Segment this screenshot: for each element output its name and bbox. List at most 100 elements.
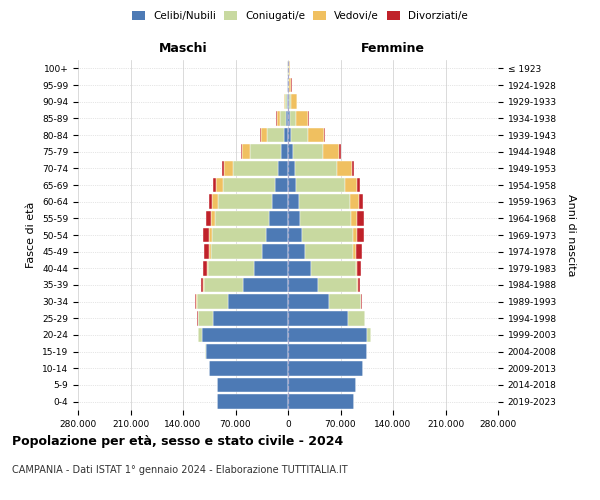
Bar: [281, 144, 288, 159]
Bar: [288, 311, 348, 326]
Bar: [205, 211, 211, 226]
Bar: [291, 94, 297, 109]
Bar: [296, 178, 345, 192]
Bar: [277, 161, 288, 176]
Bar: [203, 228, 209, 242]
Bar: [215, 211, 269, 226]
Bar: [357, 228, 364, 242]
Bar: [288, 211, 300, 226]
Bar: [357, 278, 358, 292]
Bar: [267, 128, 284, 142]
Bar: [288, 161, 295, 176]
Bar: [302, 228, 353, 242]
Bar: [355, 261, 357, 276]
Bar: [217, 394, 288, 409]
Bar: [195, 294, 196, 309]
Bar: [211, 244, 262, 259]
Bar: [261, 128, 267, 142]
Bar: [198, 328, 202, 342]
Bar: [223, 178, 275, 192]
Bar: [212, 228, 265, 242]
Bar: [209, 194, 212, 209]
Bar: [223, 161, 233, 176]
Bar: [288, 378, 355, 392]
Bar: [337, 161, 352, 176]
Bar: [287, 78, 288, 92]
Bar: [209, 228, 212, 242]
Bar: [288, 94, 289, 109]
Bar: [288, 111, 290, 126]
Bar: [221, 161, 223, 176]
Bar: [358, 278, 360, 292]
Bar: [293, 144, 323, 159]
Bar: [203, 261, 206, 276]
Bar: [295, 161, 337, 176]
Bar: [211, 211, 215, 226]
Bar: [353, 244, 356, 259]
Bar: [296, 111, 308, 126]
Bar: [318, 278, 357, 292]
Bar: [250, 144, 281, 159]
Bar: [311, 261, 355, 276]
Bar: [339, 144, 341, 159]
Bar: [288, 128, 291, 142]
Bar: [348, 311, 365, 326]
Bar: [289, 78, 292, 92]
Bar: [198, 311, 213, 326]
Bar: [241, 144, 242, 159]
Bar: [305, 244, 353, 259]
Bar: [218, 194, 271, 209]
Bar: [357, 211, 364, 226]
Bar: [324, 128, 325, 142]
Bar: [308, 111, 309, 126]
Bar: [214, 178, 216, 192]
Bar: [243, 278, 288, 292]
Bar: [367, 328, 371, 342]
Bar: [284, 128, 288, 142]
Bar: [288, 244, 305, 259]
Bar: [217, 378, 288, 392]
Bar: [353, 228, 357, 242]
Bar: [202, 328, 288, 342]
Bar: [329, 294, 361, 309]
Bar: [288, 228, 302, 242]
Bar: [260, 128, 261, 142]
Bar: [288, 178, 296, 192]
Bar: [201, 278, 203, 292]
Text: Femmine: Femmine: [361, 42, 425, 55]
Bar: [271, 194, 288, 209]
Bar: [280, 111, 286, 126]
Bar: [357, 261, 361, 276]
Bar: [262, 244, 288, 259]
Bar: [209, 244, 211, 259]
Bar: [288, 278, 318, 292]
Bar: [356, 244, 362, 259]
Bar: [291, 128, 308, 142]
Bar: [269, 211, 288, 226]
Bar: [212, 194, 218, 209]
Bar: [300, 211, 351, 226]
Bar: [209, 361, 288, 376]
Bar: [288, 361, 363, 376]
Bar: [359, 194, 363, 209]
Bar: [290, 111, 296, 126]
Y-axis label: Fasce di età: Fasce di età: [26, 202, 37, 268]
Bar: [277, 111, 280, 126]
Bar: [288, 344, 367, 359]
Bar: [233, 161, 277, 176]
Bar: [289, 94, 291, 109]
Bar: [308, 128, 324, 142]
Bar: [349, 194, 359, 209]
Bar: [288, 328, 367, 342]
Bar: [216, 178, 223, 192]
Bar: [288, 294, 329, 309]
Bar: [213, 311, 288, 326]
Bar: [288, 194, 299, 209]
Bar: [242, 144, 250, 159]
Bar: [288, 394, 354, 409]
Bar: [289, 61, 290, 76]
Bar: [203, 278, 204, 292]
Bar: [208, 261, 254, 276]
Bar: [286, 94, 287, 109]
Bar: [228, 294, 288, 309]
